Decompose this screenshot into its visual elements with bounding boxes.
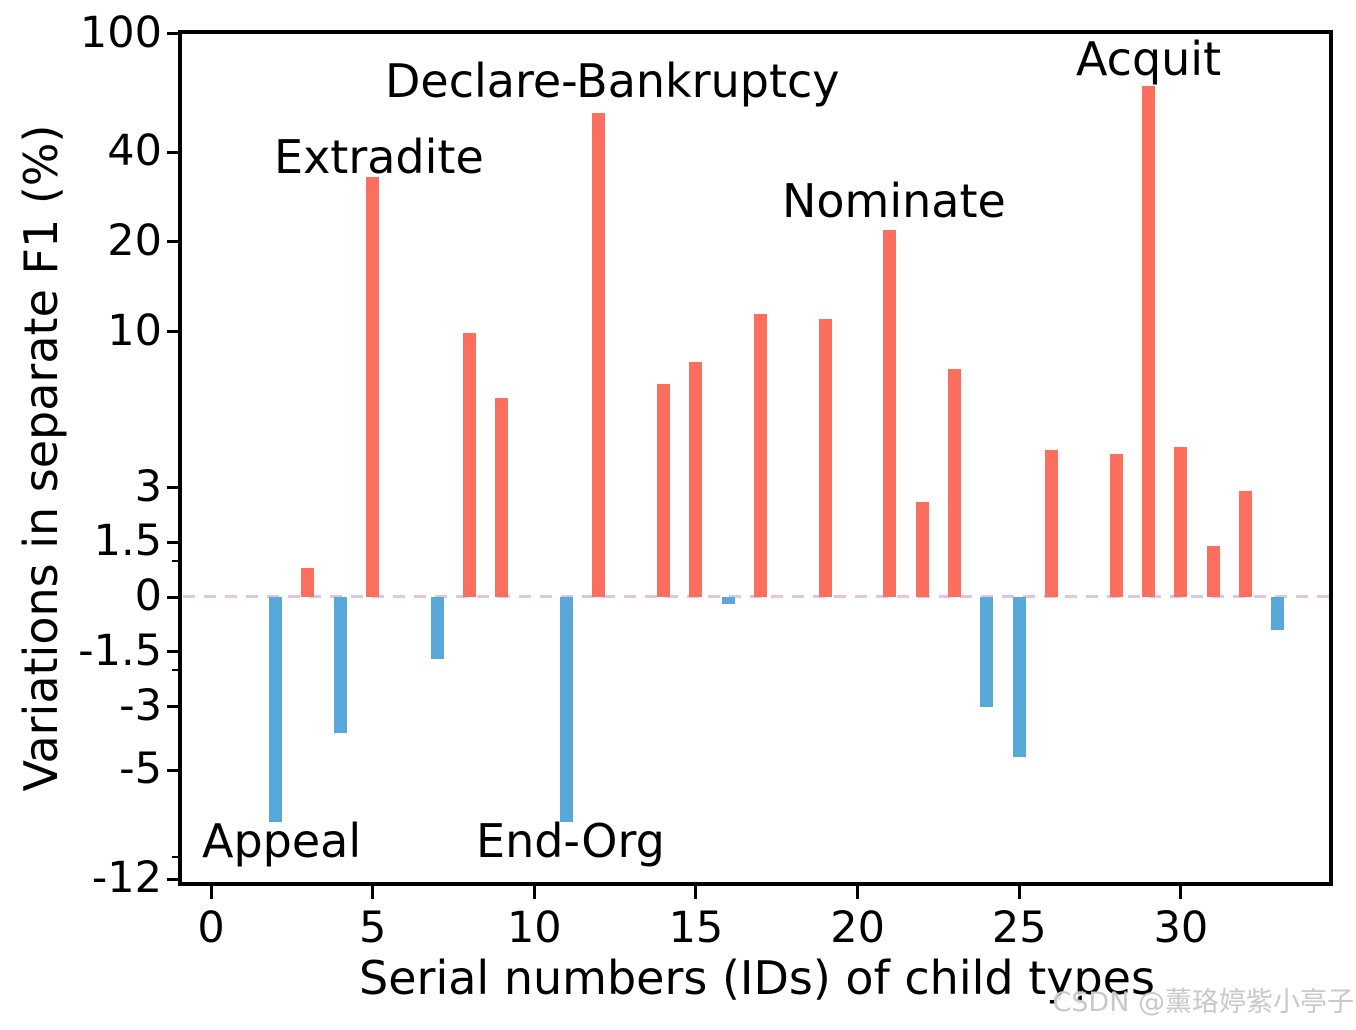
bar-serial-22 xyxy=(915,502,929,597)
x-tick-10 xyxy=(532,886,536,899)
bar-serial-11 xyxy=(560,597,574,823)
y-minor-tick-1 xyxy=(172,559,178,562)
bar-serial-15 xyxy=(689,362,703,597)
bar-serial-2 xyxy=(269,597,283,823)
bar-serial-29 xyxy=(1142,85,1156,597)
bar-serial-25 xyxy=(1012,597,1026,758)
bar-serial-19 xyxy=(818,319,832,597)
bar-serial-14 xyxy=(657,383,671,597)
annotation-end-org: End-Org xyxy=(476,814,665,868)
y-tick-20 xyxy=(167,240,178,244)
x-tick-label-30: 30 xyxy=(1153,903,1209,953)
x-tick-label-0: 0 xyxy=(197,903,225,953)
y-tick--5 xyxy=(167,768,178,772)
annotation-declare-bankruptcy: Declare-Bankruptcy xyxy=(385,54,840,108)
bar-serial-24 xyxy=(980,597,994,707)
y-tick-label-0: 0 xyxy=(134,571,162,621)
x-tick-label-10: 10 xyxy=(506,903,562,953)
x-tick-5 xyxy=(371,886,375,899)
bar-serial-33 xyxy=(1271,597,1285,630)
bar-serial-32 xyxy=(1239,491,1253,597)
bar-serial-23 xyxy=(948,368,962,597)
y-tick-label-1.5: 1.5 xyxy=(93,516,162,567)
y-tick-40 xyxy=(167,150,178,154)
annotation-nominate: Nominate xyxy=(782,174,1006,228)
x-tick-label-15: 15 xyxy=(668,903,724,953)
bar-serial-4 xyxy=(333,597,347,733)
y-tick-label-20: 20 xyxy=(107,215,162,266)
y-tick-100 xyxy=(167,32,178,36)
csdn-watermark: CSDN @薰珞婷紫小亭子 xyxy=(1052,987,1354,1018)
y-tick-10 xyxy=(167,330,178,334)
bar-serial-17 xyxy=(754,313,768,597)
y-tick-label--5: -5 xyxy=(119,744,162,795)
y-tick--3 xyxy=(167,705,178,708)
bar-serial-28 xyxy=(1109,453,1123,597)
y-tick-1.5 xyxy=(167,540,178,544)
y-tick-label-10: 10 xyxy=(107,305,162,356)
y-tick-0 xyxy=(167,595,178,599)
bar-serial-31 xyxy=(1206,545,1220,597)
y-axis-title: Variations in separate F1 (%) xyxy=(14,124,68,792)
bar-serial-8 xyxy=(463,332,477,597)
bar-serial-7 xyxy=(430,597,444,660)
bar-serial-5 xyxy=(366,177,380,597)
y-minor-tick--10 xyxy=(172,855,178,858)
y-minor-tick--2 xyxy=(172,669,178,671)
bar-serial-21 xyxy=(883,229,897,597)
y-tick--12 xyxy=(167,877,178,881)
bar-serial-30 xyxy=(1174,447,1188,597)
y-tick-label--3: -3 xyxy=(119,680,162,731)
annotation-appeal: Appeal xyxy=(202,814,362,868)
y-tick-label--1.5: -1.5 xyxy=(78,625,162,676)
x-tick-30 xyxy=(1179,886,1183,899)
y-tick-label-40: 40 xyxy=(107,126,162,177)
x-tick-label-20: 20 xyxy=(830,903,885,953)
bar-serial-12 xyxy=(592,113,606,597)
x-tick-25 xyxy=(1017,886,1021,899)
y-tick-label--12: -12 xyxy=(91,853,162,904)
annotation-acquit: Acquit xyxy=(1076,32,1222,86)
x-tick-label-5: 5 xyxy=(358,903,387,953)
bar-serial-3 xyxy=(301,567,315,597)
y-tick-label-3: 3 xyxy=(134,461,162,512)
x-axis-title: Serial numbers (IDs) of child types xyxy=(359,951,1155,1005)
bar-serial-16 xyxy=(721,597,735,605)
y-tick-3 xyxy=(167,486,178,489)
x-tick-15 xyxy=(694,886,698,899)
y-tick-label-100: 100 xyxy=(79,7,162,58)
bar-serial-26 xyxy=(1045,450,1059,597)
bar-serial-9 xyxy=(495,397,509,597)
annotation-extradite: Extradite xyxy=(274,130,484,184)
y-tick--1.5 xyxy=(167,650,178,654)
plot-area-spines xyxy=(178,30,1333,886)
x-tick-20 xyxy=(856,886,860,899)
x-tick-label-25: 25 xyxy=(991,903,1047,953)
x-tick-0 xyxy=(209,886,213,899)
